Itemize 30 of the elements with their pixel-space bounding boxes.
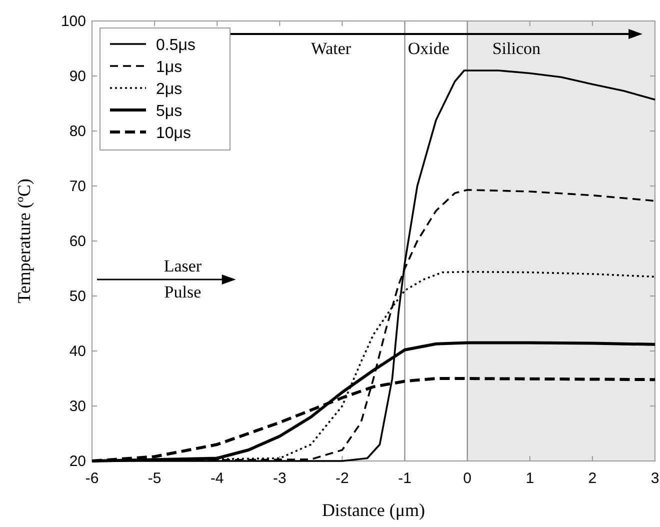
y-tick-label: 70	[69, 178, 86, 195]
annotation: Laser Pulse	[164, 256, 202, 302]
x-tick-label: -6	[85, 470, 99, 487]
x-tick-label: 1	[526, 470, 534, 487]
legend-label: 0.5μs	[156, 37, 196, 54]
annotation: Oxide	[408, 39, 450, 58]
annotation: Water	[310, 39, 352, 58]
x-tick-label: -5	[148, 470, 162, 487]
x-tick-label: 2	[588, 470, 597, 487]
y-axis-title: Temperature (ºC)	[14, 178, 34, 304]
y-tick-label: 90	[69, 68, 86, 85]
y-tick-label: 100	[60, 13, 86, 30]
x-tick-label: -1	[398, 470, 412, 487]
x-tick-label: -2	[336, 470, 349, 487]
x-tick-label: -4	[210, 470, 224, 487]
legend-label: 2μs	[156, 81, 182, 98]
y-tick-label: 60	[69, 233, 86, 250]
y-tick-label: 30	[69, 398, 86, 415]
y-tick-label: 20	[69, 453, 86, 470]
x-tick-label: 3	[650, 470, 660, 487]
legend-label: 1μs	[156, 59, 182, 76]
x-axis-title: Distance (μm)	[322, 500, 426, 520]
legend-label: 5μs	[156, 103, 182, 120]
x-tick-label: -3	[272, 470, 286, 487]
y-tick-label: 80	[69, 123, 86, 140]
annotation: Silicon	[492, 39, 542, 58]
y-tick-label: 40	[69, 343, 86, 360]
legend-label: 10μs	[156, 125, 192, 142]
y-tick-label: 50	[69, 288, 86, 305]
x-tick-label: 0	[463, 470, 472, 487]
